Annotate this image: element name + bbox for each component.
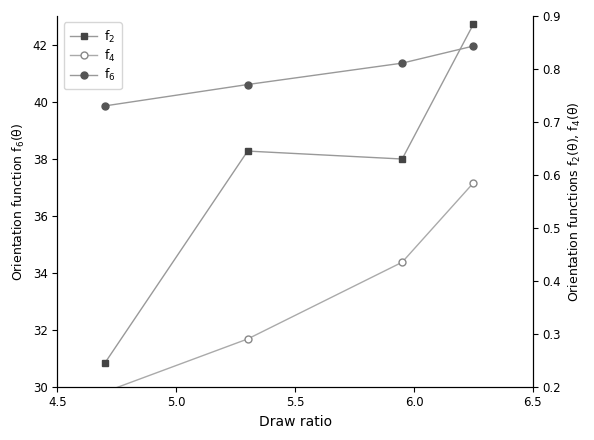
Y-axis label: Orientation functions f$_2$(θ), f$_4$(θ): Orientation functions f$_2$(θ), f$_4$(θ) xyxy=(567,101,583,302)
X-axis label: Draw ratio: Draw ratio xyxy=(258,415,332,429)
Y-axis label: Orientation function f$_6$(θ): Orientation function f$_6$(θ) xyxy=(11,122,27,281)
Legend: f$_2$, f$_4$, f$_6$: f$_2$, f$_4$, f$_6$ xyxy=(64,22,122,89)
